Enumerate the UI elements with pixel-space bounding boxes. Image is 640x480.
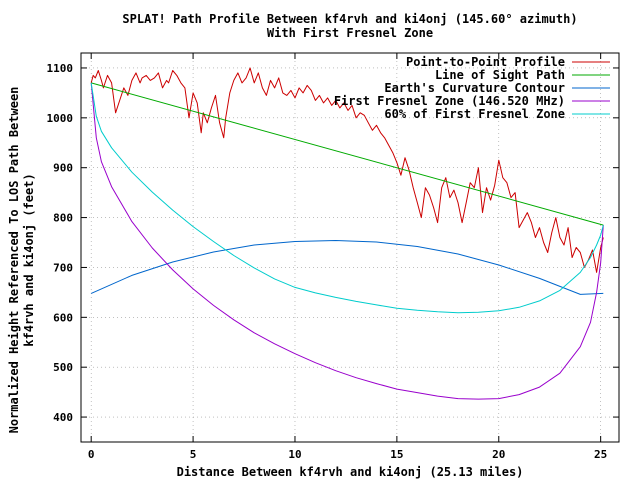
y-tick-label: 900 (53, 162, 73, 175)
series-first-fresnel-zone-146-520-mhz (90, 82, 604, 400)
legend-label-60-of-first-fresnel-zone: 60% of First Fresnel Zone (384, 107, 565, 121)
y-tick-label: 1000 (47, 112, 74, 125)
x-tick-label: 0 (88, 448, 95, 461)
y-tick-label: 600 (53, 311, 73, 324)
legend-label-earth-s-curvature-contour: Earth's Curvature Contour (384, 81, 565, 95)
x-tick-label: 10 (288, 448, 301, 461)
series-line-of-sight-path (91, 82, 604, 226)
legend-label-line-of-sight-path: Line of Sight Path (435, 68, 565, 82)
plot-frame (80, 52, 620, 443)
chart-title: SPLAT! Path Profile Between kf4rvh and k… (122, 12, 577, 26)
legend-label-point-to-point-profile: Point-to-Point Profile (406, 55, 565, 69)
series-point-to-point-profile (90, 67, 604, 273)
y-tick-label: 400 (53, 411, 73, 424)
x-tick-label: 20 (492, 448, 505, 461)
series-lines (90, 67, 604, 400)
y-tick-label: 800 (53, 212, 73, 225)
x-tick-label: 5 (190, 448, 197, 461)
chart-subtitle: With First Fresnel Zone (267, 26, 433, 40)
x-tick-label: 25 (594, 448, 607, 461)
y-axis-label-line1: Normalized Height Referenced To LOS Path… (7, 87, 21, 434)
y-tick-label: 700 (53, 261, 73, 274)
y-tick-label: 1100 (47, 62, 74, 75)
x-tick-label: 15 (390, 448, 403, 461)
x-axis-label: Distance Between kf4rvh and ki4onj (25.1… (177, 465, 524, 479)
grid-lines (81, 53, 619, 442)
series-60-of-first-fresnel-zone (90, 82, 604, 314)
legend-label-first-fresnel-zone-146-520-mhz: First Fresnel Zone (146.520 MHz) (334, 94, 565, 108)
axis-ticks: 0 5 10 15 20 25 400 500 600 700 800 900 1000 1100 (47, 53, 619, 461)
series-earth-s-curvature-contour (90, 240, 604, 295)
y-tick-label: 500 (53, 361, 73, 374)
y-axis-label-line2: kf4rvh and ki4onj (feet) (22, 173, 36, 346)
